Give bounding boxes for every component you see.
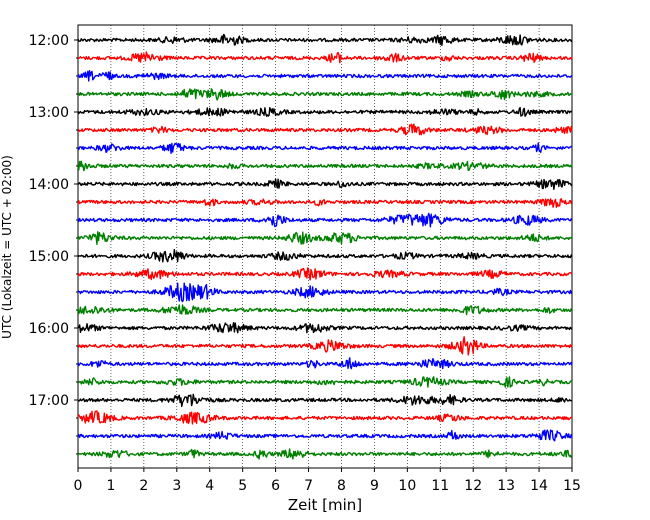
y-tick-label: 17:00 (29, 393, 69, 409)
trace-line (77, 282, 573, 303)
x-tick-label: 11 (431, 478, 449, 494)
trace-line (77, 336, 573, 356)
x-tick-label: 12 (464, 478, 482, 494)
trace-line (77, 410, 573, 425)
x-tick-label: 0 (74, 478, 83, 494)
x-tick-label: 13 (497, 478, 515, 494)
x-tick-label: 1 (106, 478, 115, 494)
x-tick-label: 4 (205, 478, 214, 494)
trace-line (77, 142, 573, 155)
y-axis: 12:00 13:00 14:00 15:00 16:00 17:00 (29, 33, 78, 455)
trace-line (77, 376, 573, 388)
x-tick-label: 5 (238, 478, 247, 494)
trace-line (77, 88, 573, 101)
trace-line (77, 160, 573, 172)
y-tick-label: 13:00 (29, 105, 69, 121)
trace-line (77, 198, 573, 209)
trace-line (77, 267, 573, 281)
trace-line (77, 321, 573, 334)
x-tick-label: 2 (139, 478, 148, 494)
trace-line (77, 357, 573, 370)
trace-line (77, 123, 573, 136)
x-axis-title: Zeit [min] (288, 496, 362, 514)
trace-line (77, 33, 573, 47)
x-tick-label: 14 (530, 478, 548, 494)
x-tick-label: 7 (304, 478, 313, 494)
y-tick-label: 16:00 (29, 321, 69, 337)
trace-line (77, 429, 573, 442)
x-tick-label: 3 (172, 478, 181, 494)
trace-line (77, 249, 573, 263)
grid (110, 25, 540, 468)
trace-line (77, 51, 573, 64)
trace-line (77, 448, 573, 460)
trace-line (77, 178, 573, 191)
y-tick-label: 15:00 (29, 249, 69, 265)
x-axis: 0 1 2 3 4 5 6 7 8 9 10 11 12 13 14 15 (74, 468, 581, 494)
trace-line (77, 393, 573, 408)
x-tick-label: 6 (271, 478, 280, 494)
y-tick-label: 14:00 (29, 177, 69, 193)
y-tick-label: 12:00 (29, 33, 69, 49)
plot-frame (77, 24, 573, 469)
trace-line (77, 304, 573, 316)
y-axis-title: UTC (Lokalzeit = UTC + 02:00) (0, 155, 14, 339)
x-tick-label: 15 (563, 478, 581, 494)
x-tick-label: 9 (370, 478, 379, 494)
x-tick-label: 10 (398, 478, 416, 494)
x-tick-label: 8 (337, 478, 346, 494)
trace-line (77, 106, 573, 117)
trace-line (77, 70, 573, 82)
seismic-traces (77, 33, 573, 460)
trace-line (77, 231, 573, 246)
trace-line (77, 212, 573, 228)
